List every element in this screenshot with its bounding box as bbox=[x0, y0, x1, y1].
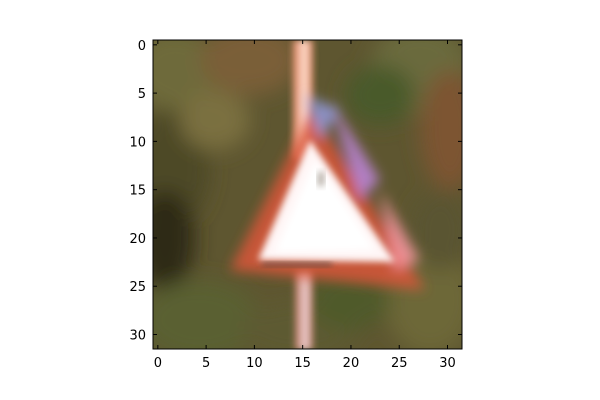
x-tick-label: 10 bbox=[246, 356, 263, 371]
y-tick-label: 30 bbox=[129, 329, 146, 344]
x-tick-label: 15 bbox=[294, 356, 311, 371]
y-tick-label: 0 bbox=[138, 39, 146, 54]
x-tick-label: 20 bbox=[343, 356, 360, 371]
foliage-texture bbox=[153, 40, 462, 349]
x-tick-label: 5 bbox=[202, 356, 210, 371]
x-tick-label: 25 bbox=[391, 356, 408, 371]
y-tick-label: 5 bbox=[138, 87, 146, 102]
image-area bbox=[153, 40, 462, 349]
x-tick-label: 30 bbox=[439, 356, 456, 371]
sign-bottom-edge bbox=[262, 262, 332, 267]
sign-face bbox=[258, 140, 395, 262]
sign-symbol bbox=[318, 172, 324, 186]
y-tick-label: 10 bbox=[129, 135, 146, 150]
y-axis-ticks: 0 5 10 15 20 25 30 bbox=[129, 39, 462, 344]
y-tick-label: 15 bbox=[129, 184, 146, 199]
y-tick-label: 25 bbox=[129, 280, 146, 295]
axes-frame bbox=[152, 39, 463, 350]
x-tick-label: 0 bbox=[154, 356, 162, 371]
x-axis-ticks: 0 5 10 15 20 25 30 bbox=[154, 40, 456, 371]
y-tick-label: 20 bbox=[129, 232, 146, 247]
